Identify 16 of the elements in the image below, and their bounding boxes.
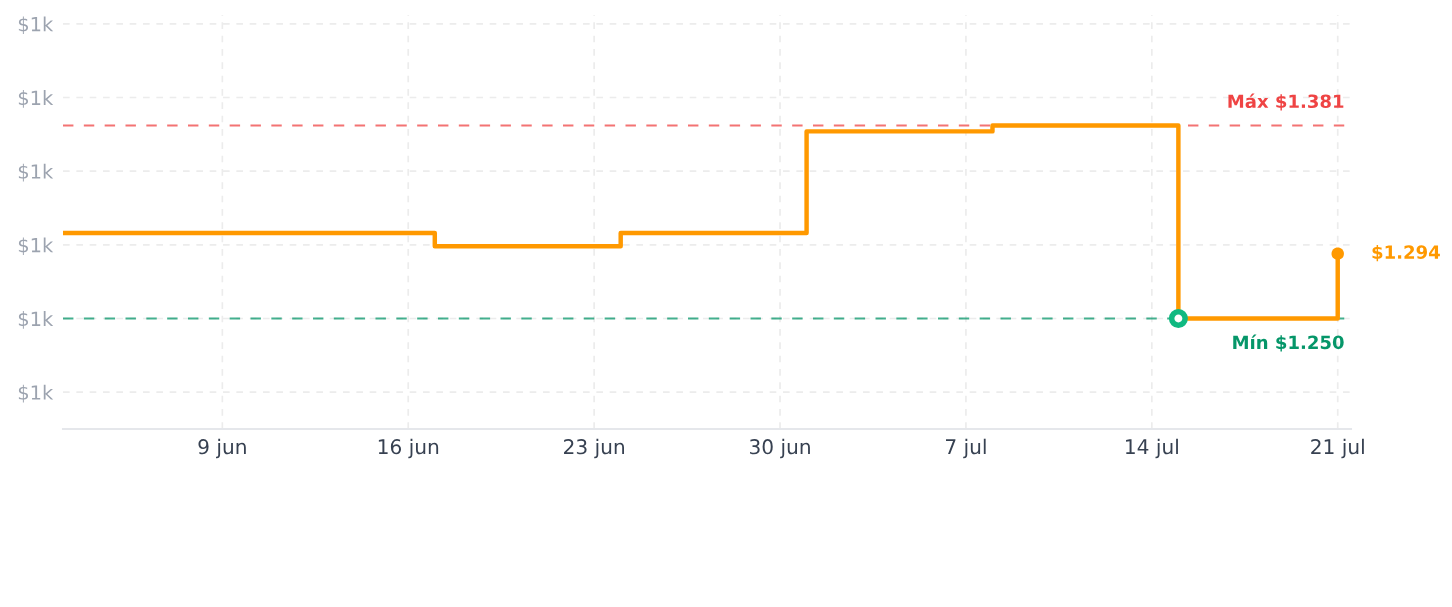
y-tick-label: $1k (18, 384, 54, 403)
x-tick-label: 23 jun (564, 438, 624, 459)
x-tick-label: 14 jul (1126, 438, 1178, 459)
x-tick-label: 16 jun (378, 438, 439, 459)
x-tick-label: 30 jun (749, 438, 810, 459)
y-tick-label: $1k (18, 90, 54, 108)
data-label: $1.294 (1372, 244, 1440, 262)
x-tick-label: 9 jun (198, 438, 246, 459)
ref-line-label: Mín $1.250 (1233, 334, 1344, 352)
x-tick-label: 21 jul (1311, 438, 1364, 459)
y-tick-label: $1k (18, 16, 54, 35)
y-tick-label: $1k (18, 237, 54, 256)
x-tick-label: 7 jul (946, 438, 986, 459)
y-tick-label: $1k (18, 311, 54, 329)
ref-line-label: Máx $1.381 (1228, 93, 1344, 111)
y-tick-label: $1k (18, 163, 54, 182)
